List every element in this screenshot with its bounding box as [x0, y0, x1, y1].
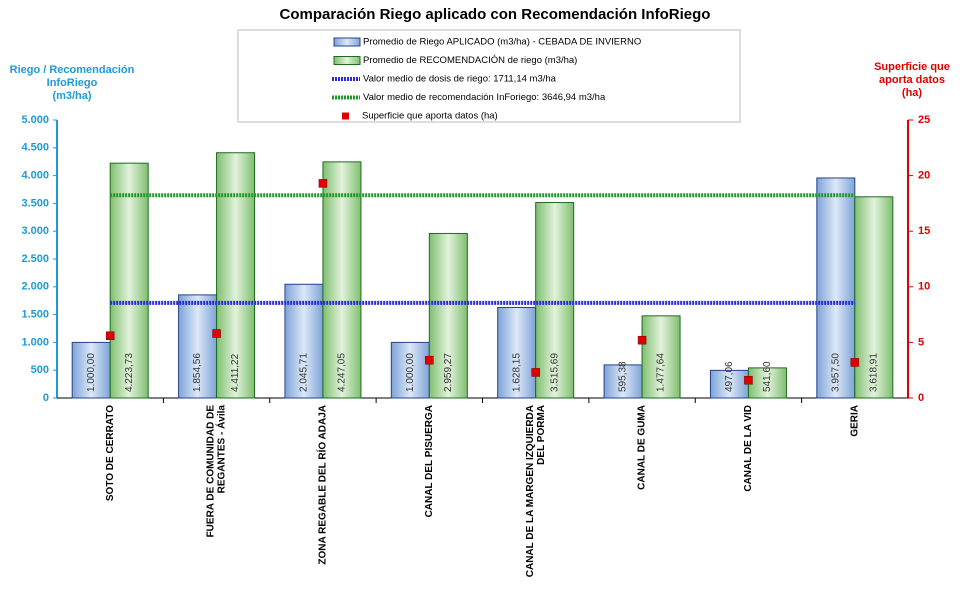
x-tick-label: SOTO DE CERRATO [105, 405, 116, 501]
bar [109, 162, 149, 399]
y-tick-label: 5.000 [21, 114, 49, 126]
marker [744, 375, 753, 385]
x-tick-label: FUERA DE COMUNIDAD DE [206, 405, 217, 538]
bar [535, 202, 575, 399]
value-label: 595,38 [618, 361, 629, 392]
value-label: 1.854,56 [192, 353, 203, 392]
y-axis-label: Riego / Recomendación [10, 64, 135, 76]
value-label: 541,60 [762, 361, 773, 392]
y2-axis-label: aporta datos [879, 74, 945, 86]
bar [747, 367, 787, 399]
x-tick-label: CANAL DE LA MARGEN IZQUIERDA [525, 405, 536, 577]
legend-label: Superficie que aporta datos (ha) [362, 111, 498, 122]
value-label: 4.411,22 [230, 353, 241, 392]
y-tick-label: 0 [43, 392, 49, 404]
x-tick-label: CANAL DE GUMA [637, 405, 648, 490]
y-tick-label: 1.000 [21, 336, 49, 348]
value-label: 2.959,27 [443, 353, 454, 392]
y-tick-label: 3.500 [21, 197, 49, 209]
y-tick-label: 3.000 [21, 225, 49, 237]
bar [603, 364, 643, 399]
bar [641, 315, 681, 399]
value-label: 1.000,00 [405, 353, 416, 392]
value-label: 3.515,69 [549, 353, 560, 392]
x-tick-label: REGANTES - Ávila [215, 405, 228, 494]
value-label: 1.628,15 [511, 353, 522, 392]
y-tick-label: 500 [31, 364, 49, 376]
y2-axis-label: (ha) [902, 87, 923, 99]
marker [531, 368, 540, 377]
legend-swatch [333, 37, 361, 47]
legend-box [237, 29, 741, 123]
bar [428, 232, 468, 399]
legend-label: Valor medio de dosis de riego: 1711,14 m… [363, 74, 557, 85]
y2-tick-label: 20 [918, 170, 930, 182]
x-tick-label: CANAL DE LA VID [743, 405, 754, 492]
value-label: 2.045,71 [299, 353, 310, 392]
x-tick-label: GERIA [849, 405, 860, 437]
x-tick-label: DEL PORMA [536, 405, 547, 465]
y-tick-label: 2.000 [21, 281, 49, 293]
bar [322, 161, 362, 399]
y-tick-label: 4.000 [21, 170, 49, 182]
value-label: 3.618,91 [868, 353, 879, 392]
y2-tick-label: 10 [918, 281, 930, 293]
marker [318, 179, 328, 188]
legend-label: Promedio de RECOMENDACIÓN de riego (m3/h… [363, 55, 577, 66]
bar [178, 294, 218, 399]
y-tick-label: 1.500 [21, 309, 49, 321]
bar [390, 341, 430, 399]
legend-swatch [342, 112, 349, 120]
marker [425, 355, 434, 365]
y2-tick-label: 25 [918, 114, 930, 126]
value-label: 3.957,50 [830, 353, 841, 392]
marker [637, 335, 647, 345]
y-axis-label: InfoRiego [47, 77, 98, 89]
value-label: 4.247,05 [337, 353, 348, 392]
y2-tick-label: 15 [918, 225, 930, 237]
bar [709, 369, 749, 399]
marker [850, 358, 860, 367]
legend-label: Promedio de Riego APLICADO (m3/ha) - CEB… [363, 37, 641, 48]
chart-title: Comparación Riego aplicado con Recomenda… [280, 6, 711, 23]
value-label: 1.000,00 [86, 353, 97, 392]
y2-axis-label: Superficie que [874, 61, 950, 73]
y-axis-label: (m3/ha) [52, 90, 91, 102]
bar [854, 196, 894, 399]
marker [105, 331, 115, 340]
y-tick-label: 2.500 [21, 253, 49, 265]
legend-label: Valor medio de recomendación InForiego: … [363, 92, 606, 103]
y2-tick-label: 0 [918, 392, 924, 404]
bar [816, 177, 856, 399]
marker [212, 329, 221, 338]
value-label: 4.223,73 [124, 353, 135, 392]
x-tick-label: CANAL DEL PISUERGA [424, 405, 435, 517]
value-label: 497,06 [724, 361, 735, 392]
y-tick-label: 4.500 [21, 142, 49, 154]
x-tick-label: ZONA REGABLE DEL RÍO ADAJA [316, 405, 329, 565]
legend-swatch [333, 56, 361, 65]
y2-tick-label: 5 [918, 336, 924, 348]
value-label: 1.477,64 [656, 353, 667, 392]
